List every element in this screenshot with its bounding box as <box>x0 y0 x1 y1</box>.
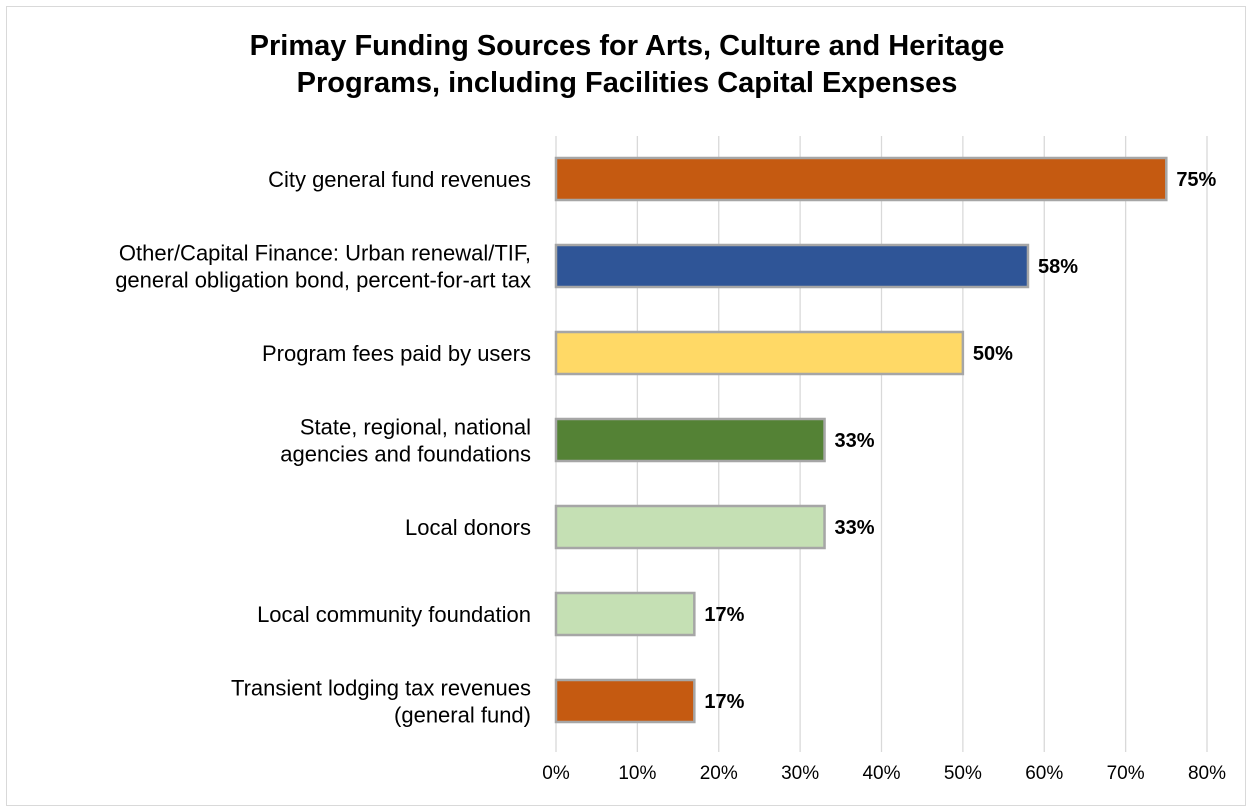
data-label: 58% <box>1038 256 1078 278</box>
category-label: general obligation bond, percent-for-art… <box>115 268 531 293</box>
bar <box>554 243 1030 289</box>
data-label: 33% <box>835 430 875 452</box>
data-labels: 75% 58% 50% 33% 33% 17% 17% <box>704 169 1216 713</box>
x-tick-label: 10% <box>618 763 656 784</box>
bar <box>554 330 965 376</box>
category-labels: City general fund revenues Other/Capital … <box>115 167 531 728</box>
category-label: State, regional, national <box>300 415 531 440</box>
x-tick-label: 30% <box>781 763 819 784</box>
chart-frame <box>6 6 1246 806</box>
chart-title: Primay Funding Sources for Arts, Culture… <box>0 28 1254 102</box>
bar <box>554 678 696 724</box>
data-label: 33% <box>835 517 875 539</box>
x-tick-label: 20% <box>700 763 738 784</box>
category-label: Local community foundation <box>257 602 531 627</box>
category-label: Other/Capital Finance: Urban renewal/TIF… <box>119 241 531 266</box>
chart-title-line-1: Primay Funding Sources for Arts, Culture… <box>249 30 1005 62</box>
data-label: 75% <box>1176 169 1216 191</box>
data-label: 50% <box>973 343 1013 365</box>
bar <box>554 504 826 550</box>
x-axis-tick-labels: 0% 10% 20% 30% 40% 50% 60% 70% 80% <box>542 763 1226 784</box>
category-label: City general fund revenues <box>268 167 531 192</box>
bar <box>554 417 826 463</box>
data-label: 17% <box>704 691 744 713</box>
category-label: Local donors <box>405 515 531 540</box>
bar <box>554 156 1168 202</box>
bars <box>554 156 1168 724</box>
x-tick-label: 0% <box>542 763 570 784</box>
category-label: Program fees paid by users <box>262 341 531 366</box>
x-tick-label: 60% <box>1025 763 1063 784</box>
chart-title-line-2: Programs, including Facilities Capital E… <box>296 67 958 99</box>
data-label: 17% <box>704 604 744 626</box>
x-tick-label: 80% <box>1188 763 1226 784</box>
category-label: agencies and foundations <box>280 442 531 467</box>
x-tick-label: 50% <box>944 763 982 784</box>
x-tick-label: 40% <box>862 763 900 784</box>
category-label: (general fund) <box>394 703 531 728</box>
category-label: Transient lodging tax revenues <box>231 676 531 701</box>
bar <box>554 591 696 637</box>
x-tick-label: 70% <box>1107 763 1145 784</box>
